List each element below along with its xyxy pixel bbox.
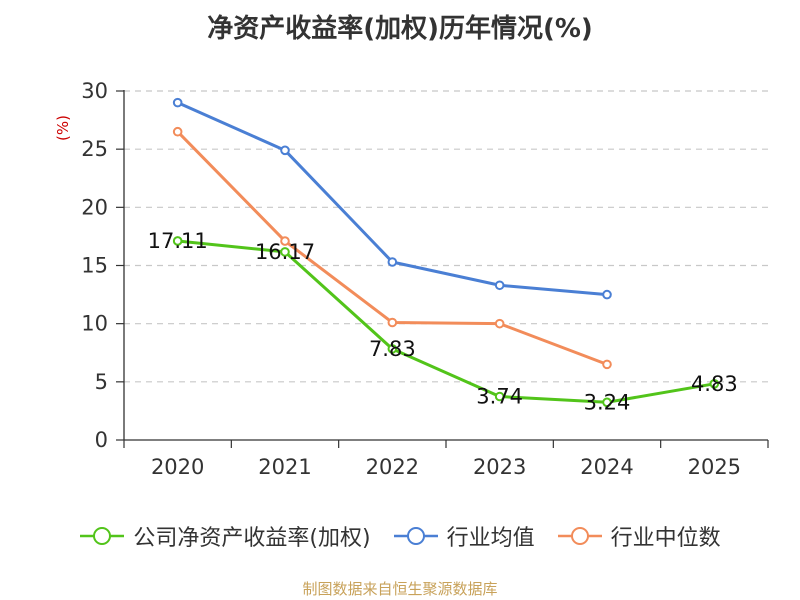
- data-point-0: [709, 379, 720, 389]
- legend-label-industry-median: 行业中位数: [610, 526, 721, 551]
- data-point-0: [387, 344, 398, 354]
- series-line-0: [177, 239, 715, 404]
- y-tick-label: 0: [95, 428, 108, 452]
- y-tick-label: 30: [81, 79, 108, 103]
- data-point-0: [494, 391, 505, 402]
- data-point-1: [602, 289, 612, 300]
- y-tick-label: 25: [81, 137, 108, 161]
- x-tick-label: 2021: [258, 455, 311, 479]
- x-tick-label: 2024: [580, 455, 633, 479]
- data-point-2: [494, 318, 505, 329]
- data-point-2: [387, 317, 398, 328]
- data-label: 16.17: [255, 240, 315, 264]
- y-tick-label: 10: [81, 312, 108, 336]
- data-label: 7.83: [369, 337, 416, 361]
- x-tick-label: 2022: [366, 455, 419, 479]
- data-label: 3.74: [476, 384, 523, 408]
- data-label: 4.83: [691, 372, 738, 396]
- y-tick-label: 15: [81, 254, 108, 278]
- data-point-1: [387, 257, 398, 267]
- legend-item-industry-mean[interactable]: 行业均值: [393, 520, 535, 552]
- data-point-1: [280, 145, 290, 156]
- data-point-0: [280, 247, 290, 257]
- legend-item-company-roe[interactable]: 公司净资产收益率(加权): [79, 520, 371, 552]
- x-tick-label: 2023: [473, 455, 526, 479]
- y-tick-label: 20: [81, 195, 108, 219]
- legend-label-company-roe: 公司净资产收益率(加权): [133, 526, 371, 551]
- data-label: 17.11: [148, 229, 208, 253]
- legend-label-industry-mean: 行业均值: [446, 526, 535, 551]
- data-source-note: 制图数据来自恒生聚源数据库: [302, 580, 498, 598]
- x-tick-label: 2025: [688, 455, 741, 479]
- legend-symbol-company-roe: [80, 527, 125, 545]
- chart-legend: 公司净资产收益率(加权) 行业均值 行业中位数: [0, 516, 800, 556]
- y-axis-unit-label: (%): [54, 115, 72, 141]
- data-point-2: [172, 126, 183, 137]
- data-point-2: [602, 359, 612, 370]
- legend-symbol-industry-mean: [393, 527, 438, 545]
- legend-symbol-industry-median: [557, 527, 602, 545]
- legend-item-industry-median[interactable]: 行业中位数: [557, 520, 721, 552]
- data-point-1: [494, 280, 505, 291]
- data-point-1: [172, 97, 183, 108]
- data-point-2: [280, 236, 290, 246]
- data-label: 3.24: [584, 390, 631, 414]
- y-tick-label: 5: [95, 370, 108, 394]
- data-point-0: [602, 397, 612, 408]
- chart-title: 净资产收益率(加权)历年情况(%): [207, 14, 593, 44]
- x-tick-label: 2020: [151, 455, 204, 479]
- data-point-0: [172, 236, 183, 246]
